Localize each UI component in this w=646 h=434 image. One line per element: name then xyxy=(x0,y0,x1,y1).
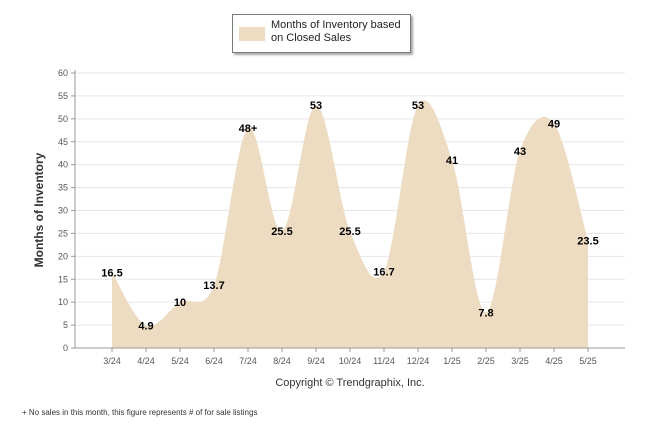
x-tick-label: 7/24 xyxy=(239,356,257,366)
legend: Months of Inventory based on Closed Sale… xyxy=(232,14,411,53)
series-area-shape xyxy=(112,100,588,348)
y-tick-label: 30 xyxy=(58,206,68,216)
data-label: 16.7 xyxy=(373,266,394,278)
y-tick-label: 60 xyxy=(58,68,68,78)
data-label: 23.5 xyxy=(577,235,598,247)
legend-swatch xyxy=(239,27,265,41)
y-tick-label: 55 xyxy=(58,91,68,101)
x-tick-label: 4/24 xyxy=(137,356,155,366)
x-tick-label: 5/25 xyxy=(579,356,597,366)
x-tick-label: 3/25 xyxy=(511,356,529,366)
series-area xyxy=(112,100,588,348)
data-label: 16.5 xyxy=(101,267,122,279)
copyright-text: Copyright © Trendgraphix, Inc. xyxy=(275,377,425,389)
data-label: 7.8 xyxy=(478,307,493,319)
data-label: 53 xyxy=(310,100,322,112)
x-tick-label: 11/24 xyxy=(373,356,395,366)
x-tick-label: 9/24 xyxy=(307,356,325,366)
data-label: 53 xyxy=(412,100,424,112)
x-tick-label: 8/24 xyxy=(273,356,291,366)
y-tick-label: 50 xyxy=(58,114,68,124)
y-tick-label: 10 xyxy=(58,297,68,307)
data-label: 25.5 xyxy=(339,226,360,238)
data-labels: 16.5 4.9 10 13.7 48+ 25.5 53 25.5 16.7 53 41 7.8 43 4… xyxy=(101,100,598,332)
x-tick-label: 3/24 xyxy=(103,356,121,366)
x-tick-label: 12/24 xyxy=(407,356,430,366)
y-tick-label: 40 xyxy=(58,160,68,170)
y-tick-label: 5 xyxy=(63,320,68,330)
y-tick-label: 45 xyxy=(58,137,68,147)
y-tick-label: 25 xyxy=(58,228,68,238)
legend-label: Months of Inventory based on Closed Sale… xyxy=(271,19,401,44)
y-tick-labels: 0 5 10 15 20 25 30 35 40 45 50 55 60 xyxy=(58,68,68,353)
data-label: 43 xyxy=(514,146,526,158)
data-label: 4.9 xyxy=(138,321,153,333)
x-tick-label: 6/24 xyxy=(205,356,223,366)
data-label: 10 xyxy=(174,297,186,309)
axes xyxy=(71,70,625,352)
y-tick-label: 0 xyxy=(63,343,68,353)
data-label: 13.7 xyxy=(203,280,224,292)
y-axis-title: Months of Inventory xyxy=(32,152,46,268)
footnote: + No sales in this month, this figure re… xyxy=(22,408,258,417)
x-tick-label: 4/25 xyxy=(545,356,563,366)
y-tick-label: 35 xyxy=(58,183,68,193)
data-label: 25.5 xyxy=(271,226,292,238)
y-tick-label: 20 xyxy=(58,251,68,261)
x-tick-label: 1/25 xyxy=(443,356,461,366)
data-label: 48+ xyxy=(239,123,258,135)
x-tick-labels: 3/24 4/24 5/24 6/24 7/24 8/24 9/24 10/24 11/24 12… xyxy=(103,356,597,366)
x-tick-label: 2/25 xyxy=(477,356,495,366)
x-tick-label: 10/24 xyxy=(339,356,362,366)
data-label: 49 xyxy=(548,118,560,130)
data-label: 41 xyxy=(446,155,458,167)
x-tick-label: 5/24 xyxy=(171,356,189,366)
y-tick-label: 15 xyxy=(58,274,68,284)
